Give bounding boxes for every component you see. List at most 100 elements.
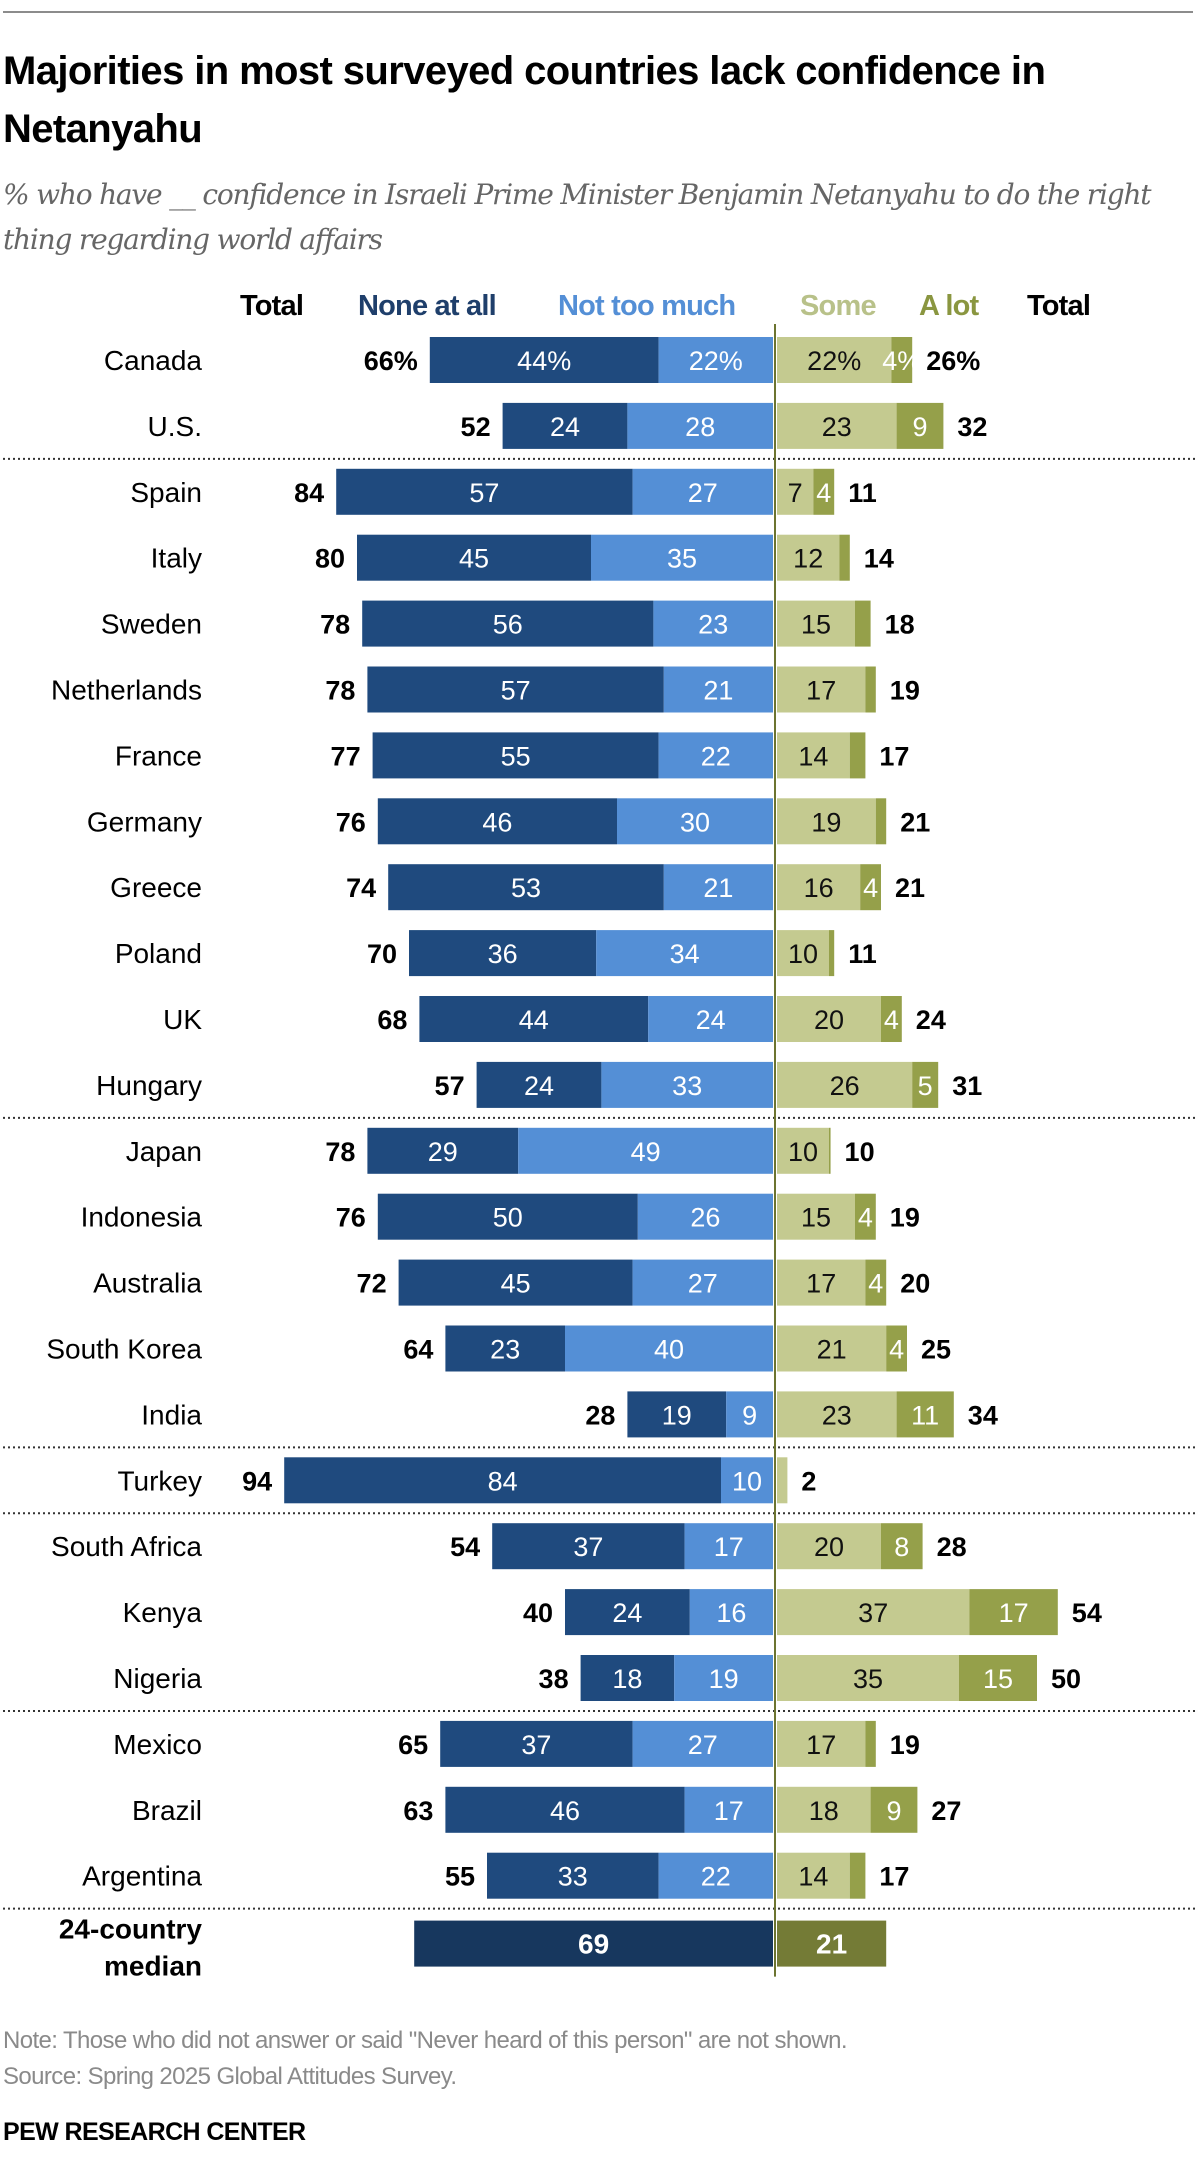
- header-a-lot: A lot: [919, 290, 979, 322]
- total-negative-label: 28: [585, 1400, 615, 1430]
- total-positive-label: 17: [879, 741, 909, 771]
- bar-none-at-all: [388, 864, 664, 911]
- label-some: 26: [830, 1071, 860, 1101]
- total-negative-label: 80: [315, 544, 345, 574]
- bar-none-at-all: [445, 1325, 565, 1372]
- bar-a-lot: [886, 1325, 907, 1372]
- label-some: 7: [788, 478, 803, 508]
- label-a-lot: 11: [911, 1400, 939, 1430]
- bar-not-too-much: [663, 666, 773, 713]
- country-label: Poland: [115, 938, 202, 969]
- total-positive-label: 32: [957, 412, 987, 442]
- bar-a-lot: [849, 732, 866, 779]
- label-a-lot: 9: [912, 412, 927, 442]
- label-not-too-much: 28: [685, 412, 715, 442]
- total-positive-label: 2: [801, 1466, 816, 1496]
- bar-none-at-all: [502, 402, 628, 449]
- label-none-at-all: 46: [550, 1796, 580, 1826]
- bar-not-too-much: [601, 1061, 773, 1108]
- bar-a-lot: [865, 666, 876, 713]
- label-not-too-much: 35: [667, 544, 697, 574]
- total-positive-label: 17: [879, 1862, 909, 1892]
- total-positive-label: 54: [1072, 1598, 1102, 1628]
- bar-some: [777, 402, 897, 449]
- label-none-at-all: 57: [501, 676, 531, 706]
- bar-not-too-much: [689, 1589, 773, 1636]
- bar-a-lot: [813, 468, 835, 515]
- total-negative-label: 74: [346, 873, 376, 903]
- label-none-at-all: 45: [501, 1269, 531, 1299]
- bar-not-too-much: [518, 1127, 773, 1174]
- bar-none-at-all: [429, 337, 659, 383]
- label-some: 17: [806, 676, 836, 706]
- bar-none-at-all: [357, 534, 591, 581]
- total-positive-label: 27: [931, 1796, 961, 1826]
- header-total-positive: Total: [1027, 290, 1091, 322]
- label-some: 14: [798, 1862, 828, 1892]
- bar-none-at-all: [476, 1061, 602, 1108]
- bar-not-too-much: [632, 468, 773, 515]
- bar-none-at-all: [336, 468, 633, 515]
- label-not-too-much: 17: [714, 1796, 744, 1826]
- label-some: 17: [806, 1730, 836, 1760]
- bar-none-at-all: [367, 1127, 519, 1174]
- median-label-line2: median: [104, 1951, 202, 1982]
- label-median-positive: 21: [816, 1929, 847, 1960]
- label-some: 15: [801, 1203, 831, 1233]
- label-a-lot: 4: [884, 1005, 899, 1035]
- total-negative-label: 70: [367, 939, 397, 969]
- total-positive-label: 24: [916, 1005, 946, 1035]
- total-negative-label: 40: [523, 1598, 553, 1628]
- bar-a-lot: [959, 1655, 1037, 1701]
- bar-some: [777, 1852, 850, 1899]
- header-none-at-all: None at all: [358, 290, 497, 322]
- bar-median-positive: [777, 1920, 887, 1967]
- total-positive-label: 34: [968, 1400, 998, 1430]
- bar-not-too-much: [653, 600, 773, 647]
- bar-some: [777, 1589, 970, 1636]
- label-some: 15: [801, 610, 831, 640]
- bar-some: [777, 666, 866, 713]
- label-none-at-all: 24: [550, 412, 580, 442]
- bar-some: [777, 1457, 788, 1504]
- total-positive-label: 25: [921, 1335, 951, 1365]
- bar-none-at-all: [440, 1720, 633, 1767]
- total-positive-label: 11: [848, 478, 877, 508]
- country-label: Sweden: [101, 609, 202, 640]
- bar-a-lot: [881, 1523, 923, 1570]
- bar-a-lot: [896, 402, 944, 449]
- total-positive-label: 18: [885, 610, 915, 640]
- label-none-at-all: 23: [490, 1335, 520, 1365]
- bar-none-at-all: [367, 666, 664, 713]
- label-none-at-all: 56: [493, 610, 523, 640]
- header-not-too-much: Not too much: [558, 290, 736, 322]
- bar-not-too-much: [627, 402, 773, 449]
- bar-not-too-much: [684, 1786, 773, 1833]
- label-some: 21: [817, 1335, 847, 1365]
- total-negative-label: 65: [398, 1730, 428, 1760]
- label-none-at-all: 53: [511, 873, 541, 903]
- bar-a-lot: [870, 1786, 918, 1833]
- label-some: 20: [814, 1005, 844, 1035]
- bar-not-too-much: [632, 1720, 773, 1767]
- total-positive-label: 14: [864, 544, 894, 574]
- bar-some: [777, 1720, 866, 1767]
- chart-title: Majorities in most surveyed countries la…: [3, 49, 1046, 151]
- total-negative-label: 78: [325, 1137, 355, 1167]
- bar-not-too-much: [648, 996, 773, 1042]
- bar-some: [777, 1325, 887, 1372]
- country-label: France: [115, 740, 202, 771]
- country-label: Indonesia: [81, 1202, 203, 1233]
- label-none-at-all: 24: [612, 1598, 642, 1628]
- label-not-too-much: 21: [703, 873, 733, 903]
- label-none-at-all: 45: [459, 544, 489, 574]
- bar-a-lot: [829, 1127, 831, 1174]
- total-positive-label: 10: [845, 1137, 875, 1167]
- bar-none-at-all: [377, 798, 617, 845]
- country-label: U.S.: [148, 411, 202, 442]
- bar-not-too-much: [565, 1325, 773, 1372]
- bar-none-at-all: [492, 1523, 685, 1570]
- label-none-at-all: 44%: [517, 346, 571, 376]
- label-not-too-much: 27: [688, 1269, 718, 1299]
- bar-a-lot: [912, 1061, 939, 1108]
